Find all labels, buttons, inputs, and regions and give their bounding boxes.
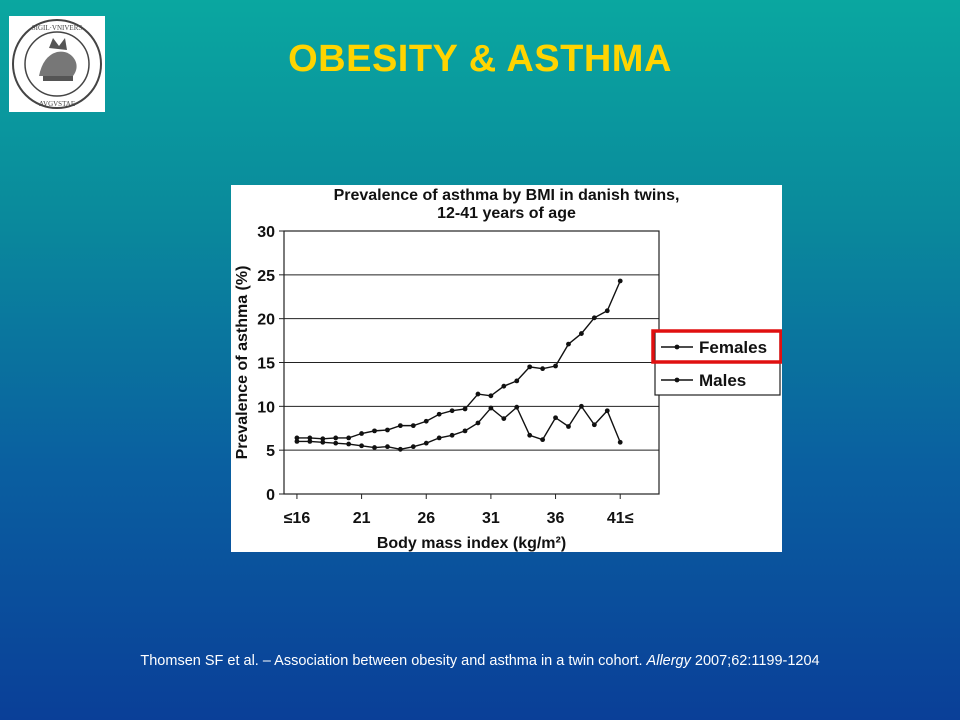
legend-label-females: Females bbox=[699, 338, 767, 357]
data-point-males bbox=[514, 404, 520, 410]
x-tick-label: 36 bbox=[547, 510, 565, 527]
data-point-females bbox=[346, 435, 352, 441]
data-point-males bbox=[307, 439, 313, 444]
citation-text: Thomsen SF et al. – Association between … bbox=[140, 653, 647, 669]
data-point-females bbox=[307, 435, 313, 441]
data-point-males bbox=[346, 441, 352, 447]
data-point-females bbox=[372, 428, 377, 434]
data-point-males bbox=[423, 440, 429, 446]
chart-title-line1: Prevalence of asthma by BMI in danish tw… bbox=[333, 187, 680, 204]
data-point-females bbox=[294, 435, 300, 441]
data-point-males bbox=[540, 437, 546, 443]
data-point-males bbox=[294, 439, 300, 444]
data-point-females bbox=[333, 435, 339, 441]
data-point-males bbox=[372, 445, 377, 450]
data-point-females bbox=[462, 406, 468, 412]
data-point-males bbox=[488, 405, 494, 411]
data-point-males bbox=[501, 416, 507, 422]
chart-title-line2: 12-41 years of age bbox=[437, 205, 576, 222]
data-point-females bbox=[410, 423, 416, 429]
citation: Thomsen SF et al. – Association between … bbox=[0, 653, 960, 669]
data-point-females bbox=[501, 383, 507, 389]
series-line-females bbox=[296, 280, 621, 440]
x-axis-label: Body mass index (kg/m²) bbox=[377, 535, 566, 552]
y-tick-label: 10 bbox=[257, 399, 275, 416]
x-tick-label: ≤16 bbox=[284, 510, 311, 527]
data-point-females bbox=[385, 427, 390, 433]
legend-label-males: Males bbox=[699, 371, 746, 390]
chart-plot: 0 5 10 15 20 25 30 ≤16 21 26 31 36 41≤ Body mass inde… bbox=[234, 224, 782, 552]
data-point-females bbox=[423, 418, 429, 424]
legend-highlight-box bbox=[651, 329, 782, 364]
data-point-females bbox=[320, 436, 326, 442]
slide-title: OBESITY & ASTHMA bbox=[288, 38, 672, 80]
data-point-males bbox=[333, 440, 339, 446]
data-point-males bbox=[527, 432, 533, 438]
data-point-males bbox=[320, 439, 326, 445]
data-point-females bbox=[604, 308, 610, 314]
x-tick-label: 41≤ bbox=[607, 510, 634, 527]
data-point-males bbox=[397, 446, 403, 452]
data-point-males bbox=[579, 403, 584, 409]
y-tick-label: 5 bbox=[266, 443, 275, 460]
data-point-males bbox=[449, 432, 455, 438]
legend-marker-females bbox=[674, 344, 680, 350]
data-point-females bbox=[617, 278, 623, 284]
seal-icon: SIGIL·VNIVERS AVGVSTAE bbox=[9, 16, 105, 112]
legend-marker-males bbox=[674, 377, 680, 383]
data-point-males bbox=[359, 443, 364, 449]
university-seal-logo: SIGIL·VNIVERS AVGVSTAE bbox=[9, 16, 105, 112]
y-tick-label: 0 bbox=[266, 487, 275, 504]
y-tick-label: 30 bbox=[257, 224, 275, 241]
data-point-females bbox=[579, 331, 584, 336]
data-point-males bbox=[591, 422, 597, 428]
svg-text:AVGVSTAE: AVGVSTAE bbox=[39, 100, 75, 108]
y-tick-label: 20 bbox=[257, 312, 275, 329]
x-tick-label: 21 bbox=[353, 510, 371, 527]
data-point-females bbox=[566, 341, 571, 347]
y-axis-label: Prevalence of asthma (%) bbox=[234, 266, 251, 460]
x-tick-label: 31 bbox=[482, 510, 500, 527]
data-point-females bbox=[488, 393, 494, 399]
data-point-females bbox=[527, 364, 533, 370]
y-tick-label: 25 bbox=[257, 268, 275, 285]
data-point-females bbox=[475, 391, 481, 397]
chart-panel: Prevalence of asthma by BMI in danish tw… bbox=[231, 185, 782, 552]
data-point-females bbox=[436, 411, 442, 417]
data-point-males bbox=[566, 424, 571, 429]
svg-text:SIGIL·VNIVERS: SIGIL·VNIVERS bbox=[32, 24, 83, 32]
data-point-females bbox=[591, 315, 597, 321]
data-point-males bbox=[385, 444, 390, 450]
data-point-males bbox=[617, 439, 623, 445]
data-point-males bbox=[410, 444, 416, 450]
data-point-females bbox=[514, 378, 520, 384]
y-tick-label: 15 bbox=[257, 356, 275, 373]
data-point-females bbox=[553, 363, 558, 369]
data-point-females bbox=[397, 423, 403, 429]
data-point-females bbox=[449, 408, 455, 414]
data-point-females bbox=[540, 366, 546, 372]
data-point-males bbox=[462, 428, 468, 434]
x-tick-label: 26 bbox=[417, 510, 435, 527]
data-point-males bbox=[604, 408, 610, 414]
series-line-males bbox=[296, 405, 621, 451]
citation-volume: 2007;62:1199-1204 bbox=[690, 653, 820, 669]
citation-journal: Allergy bbox=[646, 653, 691, 669]
data-point-males bbox=[436, 435, 442, 441]
data-point-males bbox=[475, 420, 481, 426]
data-point-females bbox=[359, 431, 364, 436]
data-point-males bbox=[553, 415, 558, 421]
